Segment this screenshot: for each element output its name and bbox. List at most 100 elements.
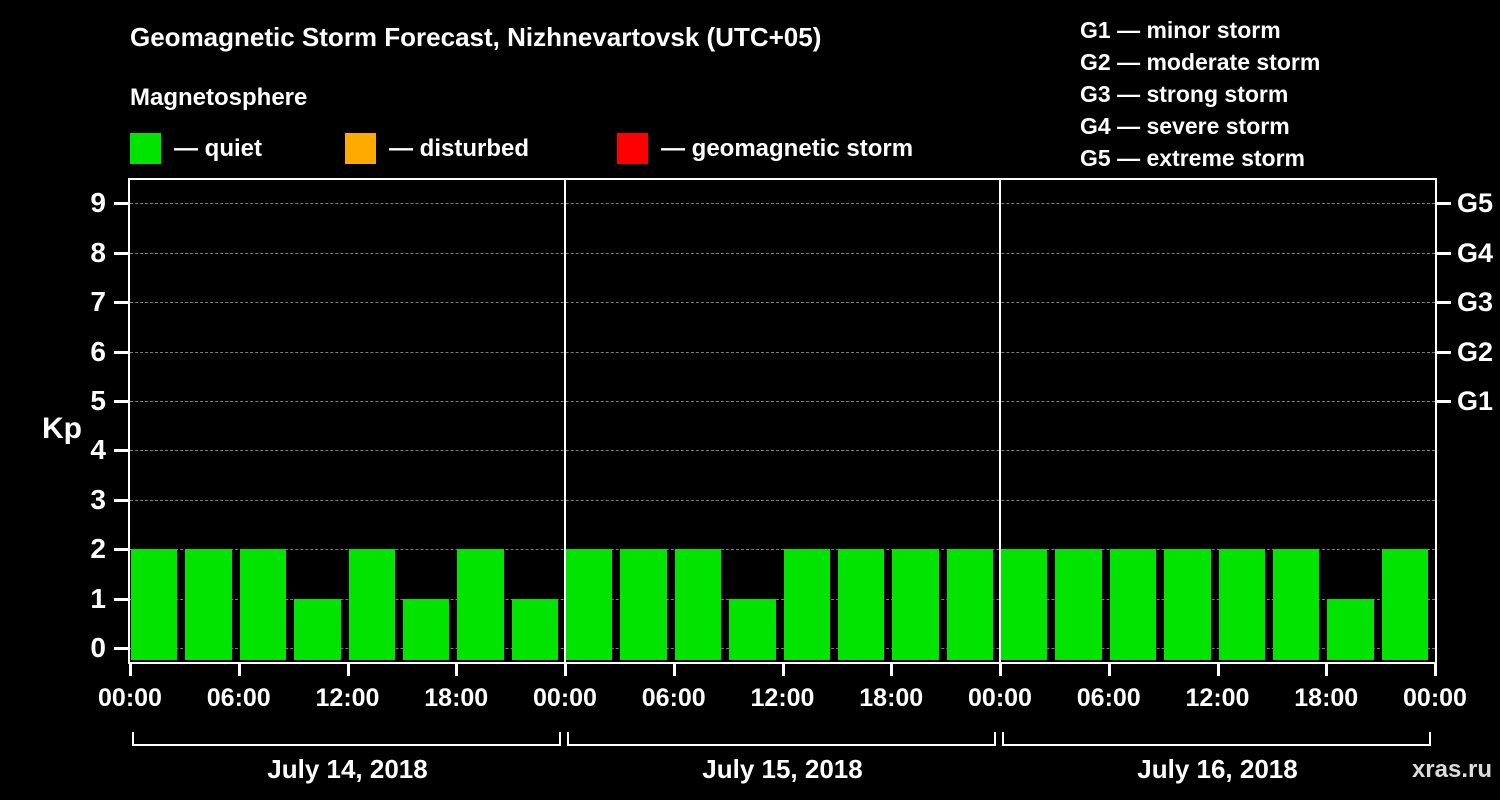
x-axis-label: 00:00 (1403, 684, 1467, 712)
y-axis-tick (114, 350, 128, 354)
gridline (130, 549, 1435, 551)
kp-bar (1327, 598, 1374, 660)
y-axis-label: 6 (90, 335, 106, 367)
kp-bar (1001, 549, 1048, 660)
legend-swatch (130, 133, 161, 164)
y-axis-tick (114, 251, 128, 255)
x-axis-tick (999, 664, 1002, 676)
x-axis-tick (455, 664, 459, 676)
x-axis-label: 00:00 (98, 684, 162, 712)
kp-bar (131, 549, 178, 660)
plot-area-border (128, 178, 1437, 664)
magnetosphere-label: Magnetosphere (130, 84, 308, 111)
day-bracket (567, 732, 996, 746)
right-axis-tick (1437, 400, 1451, 403)
x-axis-label: 12:00 (315, 684, 380, 712)
kp-bar (566, 549, 613, 660)
x-axis-tick (1107, 664, 1111, 676)
kp-bar (946, 549, 993, 660)
kp-bar (511, 598, 558, 660)
g-legend-item: G2 — moderate storm (1080, 49, 1321, 75)
day-bracket (132, 732, 561, 746)
gridline (130, 302, 1435, 304)
kp-bar (837, 549, 885, 660)
kp-bar (1272, 549, 1320, 660)
right-axis-label: G4 (1457, 237, 1494, 268)
gridline (130, 598, 1435, 600)
day-divider-line (564, 180, 566, 662)
kp-bar (402, 598, 450, 660)
y-axis-tick (114, 597, 128, 601)
x-axis-label: 00:00 (968, 684, 1032, 712)
right-axis-label: G1 (1457, 386, 1494, 416)
day-label: July 16, 2018 (1137, 754, 1298, 784)
day-label: July 14, 2018 (267, 754, 428, 784)
kp-bar (674, 549, 722, 660)
y-axis-tick (114, 498, 128, 502)
y-axis-tick (114, 202, 128, 206)
y-axis-label: 8 (90, 236, 106, 268)
y-axis-label: 1 (90, 582, 106, 614)
kp-bar (185, 549, 232, 660)
y-axis-tick (114, 548, 128, 552)
legend-label: — geomagnetic storm (661, 135, 914, 162)
day-bracket (1002, 732, 1431, 746)
kp-bar (620, 549, 667, 660)
kp-bar (783, 549, 830, 660)
x-axis-label: 18:00 (1294, 684, 1359, 712)
x-axis-label: 18:00 (859, 684, 924, 712)
right-axis-label: G5 (1457, 188, 1494, 219)
g-legend-item: G4 — severe storm (1080, 113, 1290, 139)
right-axis-tick (1437, 301, 1451, 305)
right-axis-tick (1437, 251, 1451, 255)
y-axis-label: 2 (90, 533, 106, 565)
kp-bar (1055, 549, 1102, 660)
watermark: xras.ru (1411, 756, 1492, 783)
x-axis-label: 06:00 (206, 684, 271, 712)
right-axis-tick (1437, 202, 1451, 206)
gridline (130, 648, 1435, 649)
x-axis-tick (1325, 664, 1329, 676)
legend-swatch (345, 133, 376, 164)
y-axis-label: 0 (90, 632, 106, 663)
x-axis-label: 00:00 (533, 684, 597, 712)
x-axis-label: 12:00 (750, 684, 815, 712)
right-axis-label: G3 (1457, 287, 1494, 318)
x-axis-label: 06:00 (1076, 684, 1141, 712)
y-axis-label: 9 (90, 187, 106, 219)
gridline (130, 499, 1435, 501)
legend-label: — disturbed (389, 135, 530, 162)
x-axis-tick (237, 664, 241, 676)
gridline (130, 252, 1435, 254)
y-axis-title: Kp (42, 412, 82, 445)
legend-label: — quiet (174, 135, 262, 162)
g-legend-item: G3 — strong storm (1080, 81, 1289, 107)
y-axis-tick (114, 449, 128, 453)
gridline (130, 401, 1435, 402)
kp-bar (1218, 549, 1265, 660)
gridline (130, 351, 1435, 353)
x-axis-tick (890, 664, 894, 676)
right-axis-label: G2 (1457, 336, 1494, 367)
g-legend-item: G5 — extreme storm (1080, 145, 1305, 171)
kp-bar (457, 549, 504, 660)
kp-bar (729, 598, 776, 660)
y-axis-tick (114, 647, 128, 650)
y-axis-label: 3 (90, 483, 106, 515)
legend-swatch (617, 133, 648, 164)
x-axis-tick (129, 664, 132, 676)
gridline (130, 203, 1435, 205)
x-axis-tick (346, 664, 350, 676)
x-axis-label: 12:00 (1185, 684, 1250, 712)
y-axis-tick (114, 400, 128, 403)
kp-bar (1109, 549, 1157, 660)
gridline (130, 450, 1435, 452)
kp-bar (1164, 549, 1211, 660)
y-axis-label: 7 (90, 286, 106, 318)
x-axis-tick (781, 664, 785, 676)
y-axis-tick (114, 301, 128, 305)
x-axis-tick (672, 664, 676, 676)
y-axis-label: 4 (90, 434, 106, 466)
kp-bar (294, 598, 341, 660)
